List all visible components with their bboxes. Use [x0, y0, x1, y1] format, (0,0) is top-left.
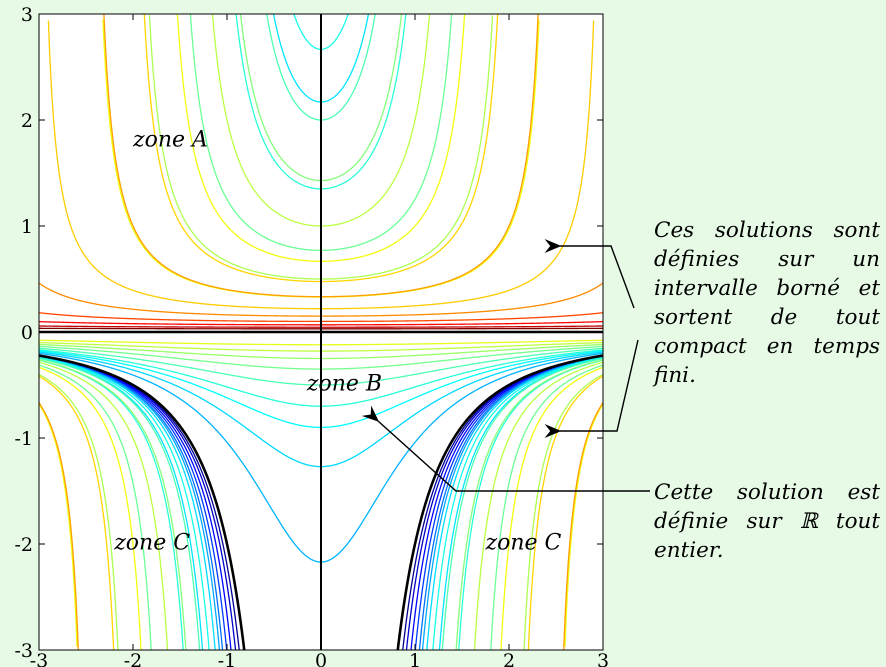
solution-curve	[523, 373, 603, 650]
x-tick-label: -3	[30, 650, 49, 667]
solution-curve	[39, 366, 142, 650]
solution-curve	[426, 356, 603, 650]
zone-label: zone C	[113, 530, 190, 555]
x-tick-label: 2	[503, 650, 515, 667]
y-tick-label: -1	[14, 428, 33, 450]
solution-curve	[527, 375, 603, 650]
solution-curve	[39, 356, 216, 650]
solution-curve	[39, 375, 115, 650]
solution-curve	[564, 403, 603, 647]
solution-curve	[39, 357, 210, 650]
solution-curve	[39, 357, 201, 650]
x-tick-label: -2	[124, 650, 143, 667]
zone-label: zone C	[485, 530, 562, 555]
solution-curve	[563, 402, 603, 650]
solution-curve	[39, 359, 187, 650]
solution-curve	[455, 359, 603, 650]
arrow-bell-curve	[361, 405, 650, 492]
solution-curve	[490, 364, 603, 650]
y-tick-label: 1	[21, 216, 33, 238]
separatrix-curve	[396, 354, 603, 650]
axis-ticks: -3 -2 -1 0 1 2 3 -3 -2 -1 0 1 2 3	[14, 4, 609, 667]
solution-curve	[39, 361, 169, 650]
x-tick-label: 1	[409, 650, 421, 667]
solution-curve	[473, 361, 603, 650]
zone-labels: zone A zone B zone C zone C	[113, 128, 561, 556]
zone-label: zone B	[306, 371, 382, 396]
x-tick-label: -1	[218, 650, 237, 667]
x-tick-label: 3	[597, 650, 609, 667]
solution-curve	[39, 373, 119, 650]
solution-curve	[500, 366, 603, 650]
solution-curve	[432, 357, 603, 650]
solution-curve	[39, 402, 79, 650]
bounded-interval-annotation: Ces solutions sont définies sur un inter…	[654, 218, 880, 388]
separatrix-curve	[39, 354, 246, 650]
y-tick-label: 3	[21, 4, 33, 26]
arrow-lower-curve	[544, 339, 639, 438]
x-tick-label: 0	[315, 650, 327, 667]
y-tick-label: 2	[21, 110, 33, 132]
solution-curves	[39, 14, 603, 650]
annotation-arrows	[361, 239, 650, 492]
y-tick-label: -2	[14, 534, 33, 556]
whole-line-annotation: Cette solution est définie sur ℝ tout en…	[654, 480, 880, 563]
arrow-upper-curve	[544, 239, 635, 309]
solution-curve	[39, 364, 152, 650]
solution-curve	[441, 357, 603, 650]
y-tick-label: 0	[21, 322, 33, 344]
zone-label: zone A	[132, 128, 208, 153]
y-tick-label: -3	[14, 640, 33, 662]
solution-curve	[39, 403, 78, 647]
